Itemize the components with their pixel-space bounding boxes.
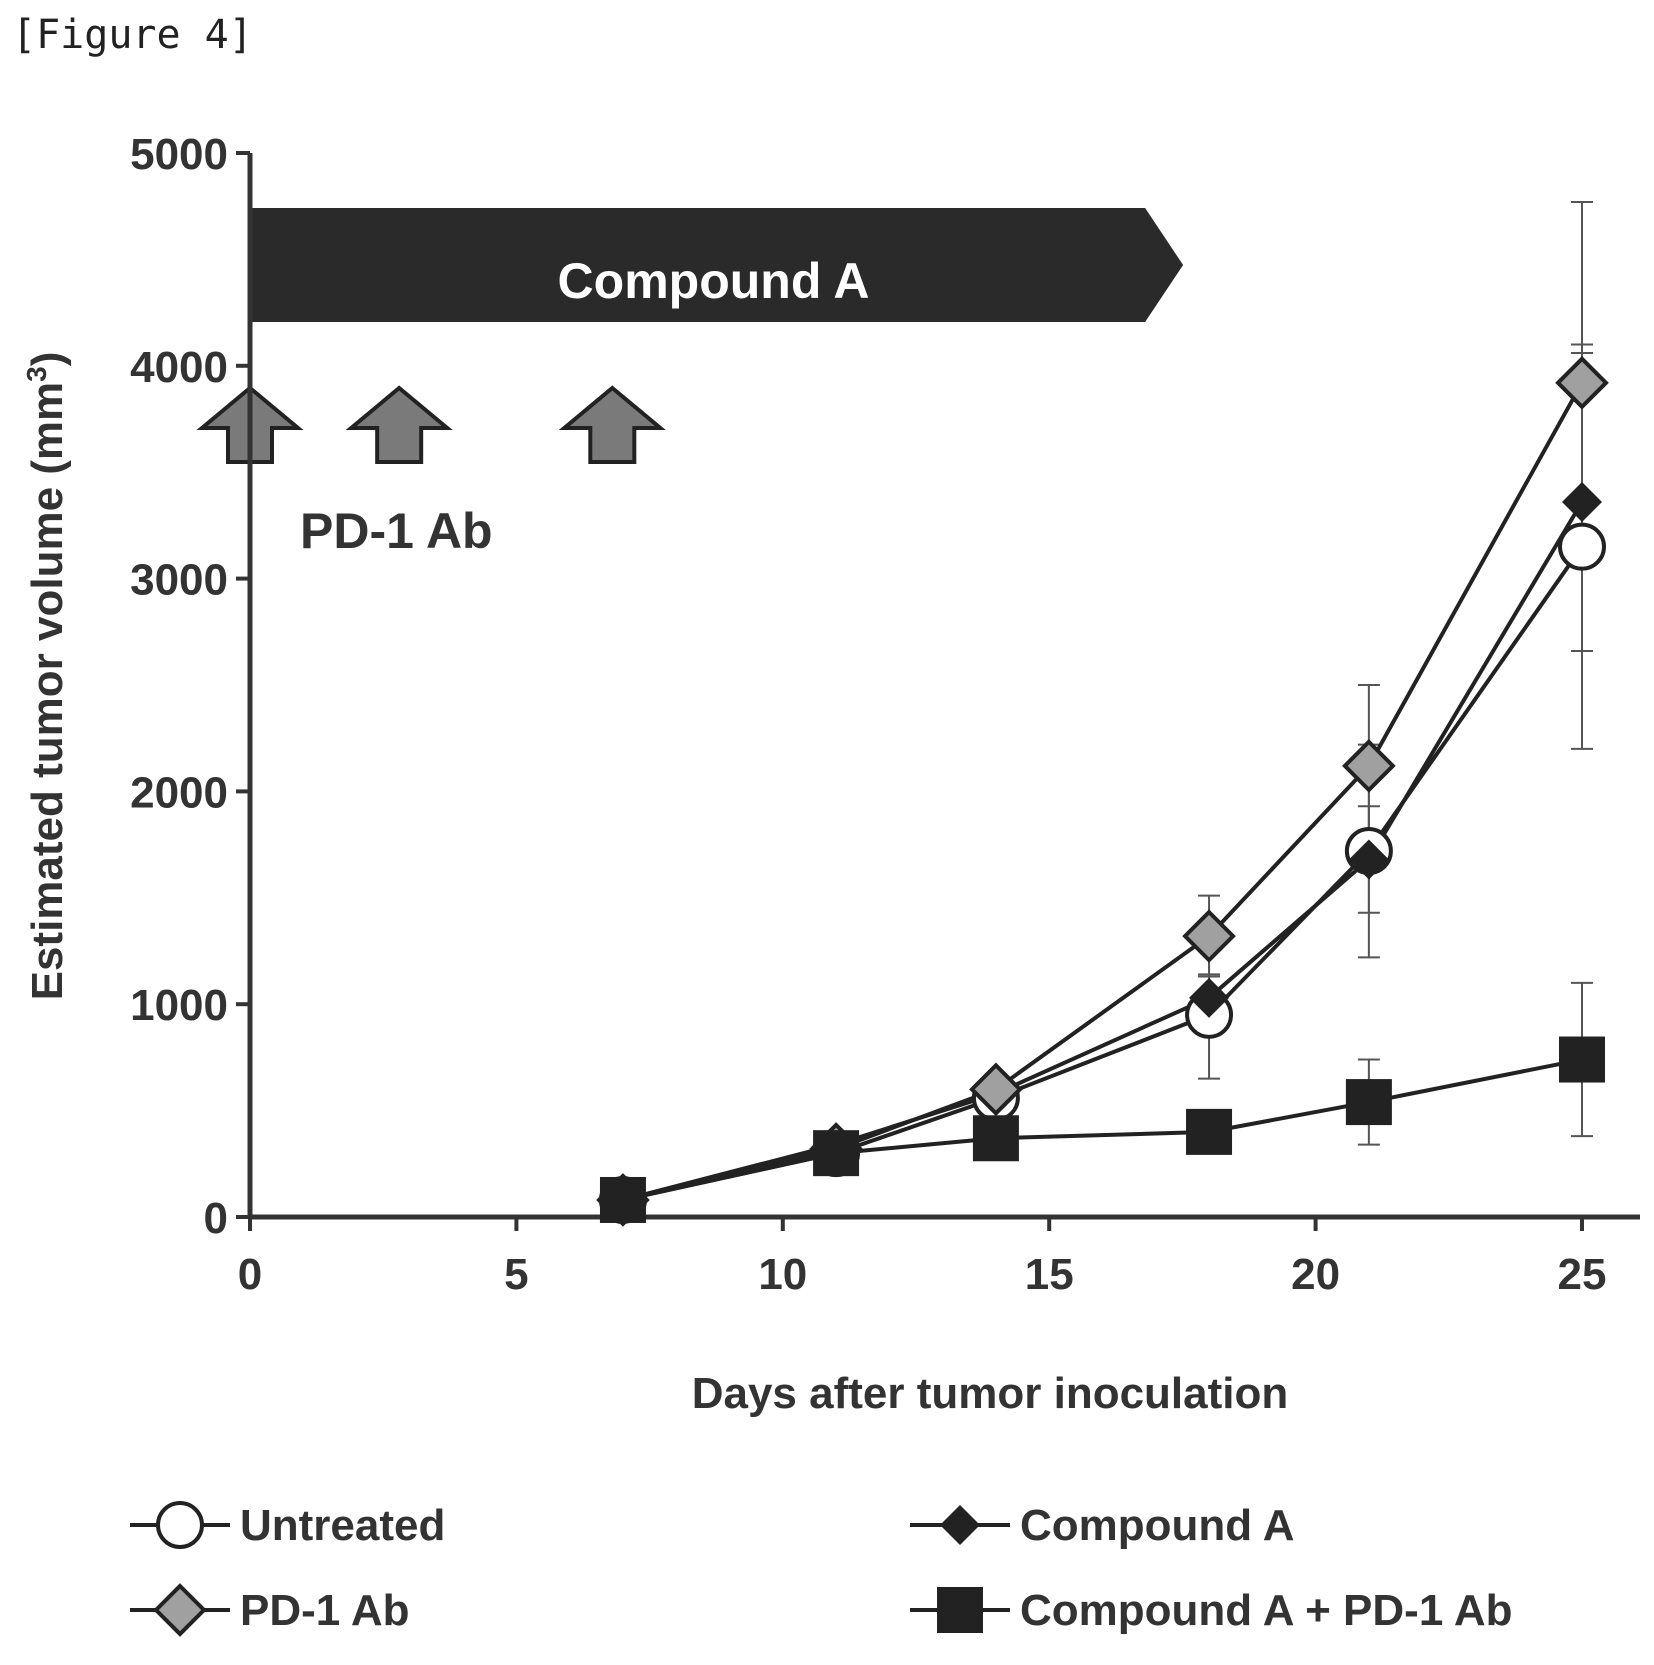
series-line (623, 1060, 1582, 1200)
data-point (973, 1115, 1019, 1161)
data-point (1558, 359, 1606, 407)
y-tick-label: 5000 (130, 130, 228, 179)
legend-label: Compound A + PD-1 Ab (1020, 1586, 1513, 1635)
y-axis-label: Estimated tumor volume (mm3) (21, 352, 72, 1001)
y-tick-label: 3000 (130, 556, 228, 605)
pd-1-dose-arrow (351, 388, 447, 462)
compound-a-bar-label: Compound A (558, 253, 870, 309)
data-point (1562, 482, 1602, 522)
legend-marker (158, 1503, 202, 1547)
x-tick-label: 25 (1558, 1250, 1607, 1299)
legend-label: Untreated (240, 1501, 445, 1550)
x-tick-label: 10 (758, 1250, 807, 1299)
data-point (1560, 525, 1604, 569)
series-line (623, 383, 1582, 1200)
x-tick-label: 5 (504, 1250, 528, 1299)
x-tick-label: 15 (1025, 1250, 1074, 1299)
legend-entry: PD-1 Ab (130, 1586, 410, 1635)
series-group (599, 202, 1606, 1224)
legend-entry: Untreated (130, 1501, 445, 1550)
legend-label: PD-1 Ab (240, 1586, 410, 1635)
y-tick-label: 2000 (130, 768, 228, 817)
data-point (1559, 1037, 1605, 1083)
legend-entry: Compound A + PD-1 Ab (910, 1586, 1513, 1635)
y-tick-label: 0 (204, 1194, 228, 1243)
y-tick-label: 4000 (130, 343, 228, 392)
legend: Untreated Compound A PD-1 Ab Compound A + P… (130, 1501, 1513, 1635)
series-compound-a (623, 353, 1593, 1200)
pd-1-dose-arrow (564, 388, 660, 462)
legend-marker (156, 1586, 204, 1634)
x-tick-label: 0 (238, 1250, 262, 1299)
data-point (1186, 1109, 1232, 1155)
series-compound-a-pd-1-ab (623, 983, 1593, 1200)
series-line (623, 502, 1582, 1200)
series-pd-1-ab (623, 202, 1593, 1200)
data-point (813, 1130, 859, 1176)
x-axis-label: Days after tumor inoculation (692, 1369, 1289, 1418)
y-tick-label: 1000 (130, 981, 228, 1030)
annotations: Compound A PD-1 Ab (202, 208, 1183, 559)
pd-1-ab-label: PD-1 Ab (300, 503, 493, 559)
x-tick-label: 20 (1291, 1250, 1340, 1299)
data-point (600, 1177, 646, 1223)
data-point (1346, 1079, 1392, 1125)
legend-marker (937, 1587, 983, 1633)
legend-marker (940, 1505, 980, 1545)
series-untreated (623, 345, 1593, 1200)
legend-entry: Compound A (910, 1501, 1295, 1550)
legend-label: Compound A (1020, 1501, 1295, 1550)
